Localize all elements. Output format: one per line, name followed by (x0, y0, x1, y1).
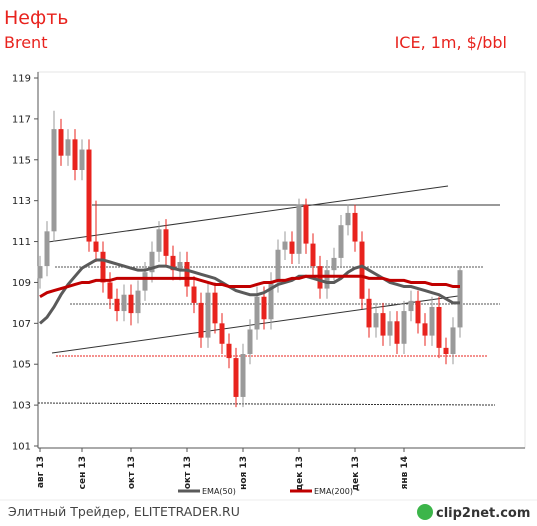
candle-body (86, 149, 92, 242)
candle-body (93, 241, 99, 252)
candle-body (268, 282, 274, 320)
candle-body (240, 354, 246, 397)
candle-body (275, 249, 281, 283)
candle-body (436, 306, 442, 348)
candle-body (114, 298, 120, 312)
candle-body (394, 321, 400, 344)
candle-body (37, 266, 43, 279)
candle-body (142, 272, 148, 291)
candle-body (254, 296, 260, 330)
candle-body (247, 329, 253, 354)
y-tick-label: 115 (12, 155, 31, 166)
candle-body (457, 270, 463, 328)
ema-line (39, 274, 460, 299)
candle-body (422, 323, 428, 336)
candle-body (310, 243, 316, 267)
x-tick-label: дек 13 (351, 456, 361, 491)
x-tick-label: ноя 13 (239, 456, 249, 490)
chart-title: Нефть (4, 7, 69, 29)
annotation: ICE, 1m, $/bbl (395, 33, 507, 52)
candle-body (44, 231, 50, 267)
candle-body (415, 300, 421, 324)
candles (37, 110, 463, 408)
y-tick-label: 109 (12, 278, 31, 289)
candle-body (338, 225, 344, 258)
chart-subtitle: Brent (4, 33, 47, 52)
candle-body (450, 327, 456, 354)
candle-body (352, 212, 358, 242)
candle-body (205, 292, 211, 338)
ema-line (39, 258, 460, 325)
x-tick-label: дек 13 (295, 456, 305, 491)
candle-body (303, 204, 309, 244)
legend-label: EMA(50) (202, 487, 236, 496)
candle-body (380, 313, 386, 336)
candle-body (163, 229, 169, 256)
trend-line (47, 185, 449, 243)
candle-body (170, 255, 176, 271)
candle-body (184, 262, 190, 287)
x-tick-label: авг 13 (36, 456, 46, 488)
logo-icon (417, 504, 433, 520)
y-tick-label: 101 (12, 442, 31, 453)
candle-body (212, 292, 218, 324)
footer: Элитный Трейдер, ELITETRADER.RU (8, 504, 240, 519)
y-tick-label: 111 (12, 237, 31, 248)
candle-body (443, 347, 449, 354)
candle-body (366, 298, 372, 328)
x-tick-label: окт 13 (127, 456, 137, 489)
candle-body (233, 358, 239, 397)
y-tick-label: 113 (12, 196, 31, 207)
y-tick-label: 105 (12, 360, 31, 371)
candle-body (79, 149, 85, 170)
y-tick-label: 107 (12, 319, 31, 330)
candle-body (107, 282, 113, 299)
candle-body (135, 290, 141, 314)
candle-body (401, 311, 407, 344)
y-tick-label: 119 (12, 74, 31, 85)
y-tick-label: 117 (12, 114, 31, 125)
candle-body (100, 251, 106, 283)
candle-body (261, 296, 267, 320)
candle-body (121, 294, 127, 312)
candle-body (331, 257, 337, 271)
x-tick-label: янв 14 (400, 456, 410, 489)
candle-body (58, 129, 64, 156)
level-line (37, 402, 496, 406)
candle-body (429, 306, 435, 336)
candle-body (296, 204, 302, 254)
candle-body (345, 212, 351, 226)
candle-body (51, 129, 57, 232)
candle-body (289, 241, 295, 254)
candle-body (219, 323, 225, 344)
legend-label: EMA(200) (314, 487, 353, 496)
candle-body (128, 294, 134, 314)
candle-body (177, 262, 183, 271)
trend-lines (37, 185, 500, 406)
candle-body (359, 241, 365, 299)
candle-body (387, 321, 393, 336)
candle-body (191, 286, 197, 303)
x-tick-label: окт 13 (183, 456, 193, 489)
y-tick-label: 103 (12, 401, 31, 412)
x-tick-label: сен 13 (78, 456, 88, 489)
candle-body (149, 251, 155, 273)
candle-body (324, 270, 330, 289)
candle-body (72, 139, 78, 170)
candle-body (156, 229, 162, 252)
candle-body (282, 241, 288, 250)
candle-body (226, 343, 232, 359)
candle-body (408, 300, 414, 312)
candle-body (373, 313, 379, 328)
candle-body (65, 139, 71, 156)
logo: clip2net.com (436, 506, 530, 521)
candle-body (198, 302, 204, 338)
